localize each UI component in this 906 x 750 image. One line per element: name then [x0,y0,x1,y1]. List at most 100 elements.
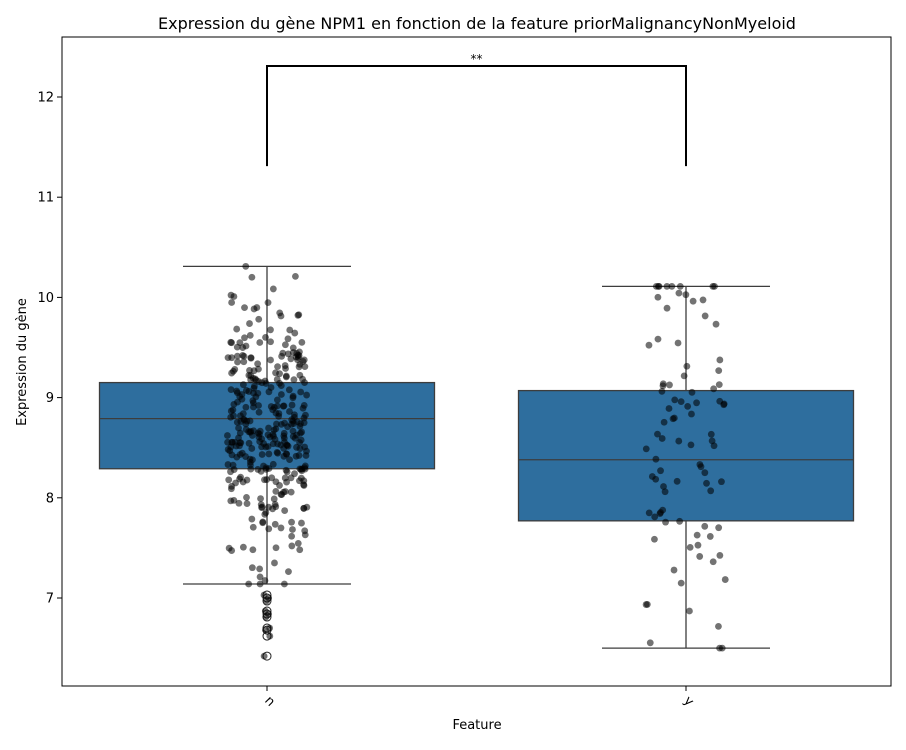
strip-point [285,386,293,394]
strip-point [300,414,308,422]
strip-point [296,348,303,356]
significance-layer: ** [266,52,687,167]
strip-point [224,461,232,468]
strip-point [247,354,255,362]
strip-point [282,341,289,349]
strip-point [658,387,666,395]
strip-point [269,285,277,293]
y-tick-label-10: 10 [37,291,54,306]
strip-point [248,445,256,452]
strip-point [300,504,308,512]
strip-point [674,339,682,347]
strip-point [267,384,275,391]
strip-point [227,485,235,493]
strip-point [258,451,266,458]
strip-point [665,405,673,412]
strip-point [643,601,651,608]
strip-point [239,543,247,551]
strip-point [288,532,296,540]
strip-point [684,403,692,410]
strip-point [239,410,247,417]
strip-point [230,466,238,474]
strip-point [236,439,244,447]
strip-point [663,304,671,312]
strip-point [249,399,257,407]
chart-title: Expression du gène NPM1 en fonction de l… [158,14,796,33]
plot-frame [61,36,892,687]
strip-point [240,358,248,366]
strip-point [242,403,250,411]
strip-point [225,544,233,552]
strip-point [303,391,311,399]
strip-point [269,430,277,438]
strip-point [277,524,285,532]
strip-point [654,282,662,290]
strip-point [294,539,302,547]
strip-point [652,455,660,463]
strip-point [264,299,272,307]
y-tick-label-7: 7 [46,592,54,607]
strip-point [292,272,299,280]
strip-point [280,432,288,440]
strip-point [245,580,253,588]
strip-point [262,334,269,341]
strip-point [701,312,709,320]
strip-point [658,435,666,442]
strip-point [274,363,281,371]
strip-point [710,385,718,393]
box-y [517,285,855,649]
strip-point [258,504,265,511]
strip-point [261,510,269,518]
strip-point [242,342,250,350]
strip-point [687,441,695,449]
strip-point [301,465,309,473]
strip-point [233,387,241,395]
strip-point [293,418,301,426]
strip-point [296,546,304,554]
strip-point [281,362,289,369]
strip-point [230,400,238,408]
strip-point [243,494,250,501]
strip-point [273,396,281,404]
strip-point [289,349,297,356]
strip-point [291,329,299,337]
strip-point [293,431,300,439]
strip-point [243,387,250,394]
strip-point [269,440,277,448]
strip-point [297,388,305,396]
strip-point [247,465,255,473]
strip-point [715,381,723,389]
strip-point [229,438,236,446]
strip-point [249,456,256,464]
strip-points-n [224,262,311,660]
strip-point [275,410,283,417]
strip-point [272,487,280,495]
strip-point [716,644,723,652]
strip-point [675,437,683,445]
strip-point [666,381,673,389]
strip-point [234,352,241,360]
strip-point [228,451,236,459]
strip-point [250,305,258,313]
strip-point [243,476,251,484]
significance-label: ** [471,52,483,66]
strip-point [660,418,668,426]
strip-point [711,282,718,290]
strip-point [276,309,284,317]
strip-point [720,400,728,408]
strip-point [254,360,262,368]
strip-point [232,479,239,487]
strip-point [262,613,270,621]
strip-point [300,481,308,489]
strip-point [250,367,258,375]
strip-point [258,435,266,443]
strip-point [255,408,263,416]
y-axis: 7 8 9 10 11 12 [37,91,62,607]
strip-point [297,436,305,444]
strip-point [297,474,305,482]
strip-point [255,315,263,323]
strip-point [256,580,264,588]
x-axis-label: Feature [452,718,501,733]
strip-point [286,456,293,464]
